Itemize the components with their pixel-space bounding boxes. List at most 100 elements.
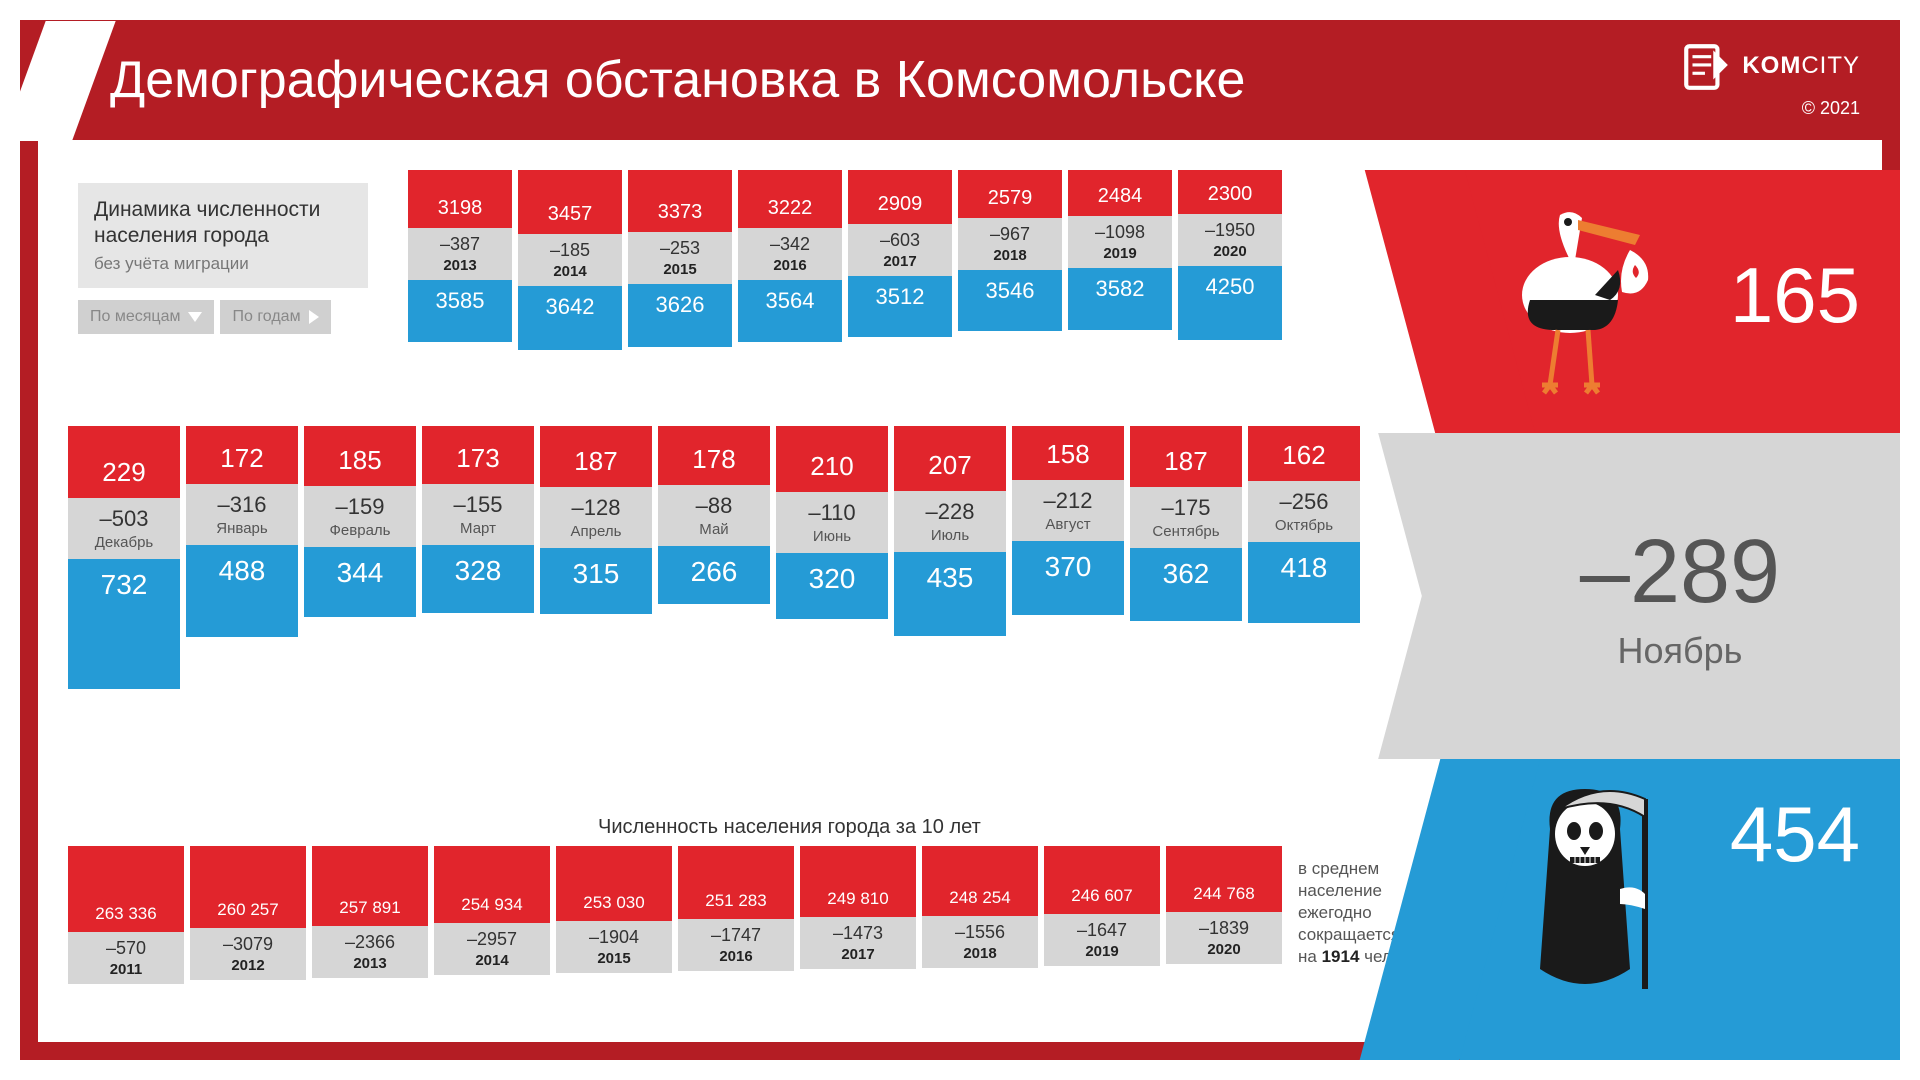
month-label: Июль	[894, 527, 1006, 552]
featured-deaths: 454	[1460, 759, 1900, 1060]
pop-diff: –1473	[800, 917, 916, 946]
pop-value: 254 934	[434, 846, 550, 923]
year-diff: –1950	[1178, 214, 1282, 243]
month-diff: –88	[658, 485, 770, 521]
month-births: 185	[304, 426, 416, 486]
month-column: 158–212Август370	[1012, 426, 1124, 689]
toggle-months-label: По месяцам	[90, 308, 180, 326]
avg-l1: в среднем	[1298, 859, 1379, 878]
pop-year: 2017	[800, 946, 916, 969]
pop-value: 249 810	[800, 846, 916, 917]
avg-l5b: 1914	[1322, 947, 1360, 966]
month-deaths: 315	[540, 548, 652, 614]
month-births: 162	[1248, 426, 1360, 481]
pop-year: 2019	[1044, 943, 1160, 966]
year-diff: –185	[518, 234, 622, 263]
year-label: 2019	[1068, 245, 1172, 268]
year-column: 2300–195020204250	[1178, 170, 1282, 350]
month-diff: –503	[68, 498, 180, 534]
pop-diff: –1556	[922, 916, 1038, 945]
month-column: 172–316Январь488	[186, 426, 298, 689]
month-label: Август	[1012, 516, 1124, 541]
months-chart: 229–503Декабрь732172–316Январь488185–159…	[68, 426, 1360, 689]
pop-column: 251 283–17472016	[678, 846, 794, 984]
month-deaths: 370	[1012, 541, 1124, 615]
year-deaths: 3546	[958, 270, 1062, 331]
pop-year: 2018	[922, 945, 1038, 968]
year-births: 2484	[1068, 170, 1172, 216]
month-deaths: 488	[186, 545, 298, 637]
month-diff: –155	[422, 484, 534, 520]
year-diff: –342	[738, 228, 842, 257]
years-chart: 3198–387201335853457–185201436423373–253…	[408, 170, 1282, 350]
month-label: Март	[422, 520, 534, 545]
month-births: 178	[658, 426, 770, 485]
featured-skew-mid1	[1378, 433, 1522, 596]
year-births: 2579	[958, 170, 1062, 218]
avg-l3: ежегодно	[1298, 903, 1372, 922]
month-label: Апрель	[540, 523, 652, 548]
featured-skew-mid2	[1378, 596, 1522, 759]
pop-year: 2012	[190, 957, 306, 980]
year-column: 2909–60320173512	[848, 170, 952, 350]
pop-diff: –1904	[556, 921, 672, 950]
pop-value: 248 254	[922, 846, 1038, 916]
month-column: 185–159Февраль344	[304, 426, 416, 689]
month-deaths: 418	[1248, 542, 1360, 623]
avg-l4: сокращается	[1298, 925, 1400, 944]
year-column: 3457–18520143642	[518, 170, 622, 350]
population-chart: 263 336–5702011260 257–30792012257 891–2…	[68, 846, 1282, 984]
pop-value: 246 607	[1044, 846, 1160, 914]
population-title: Численность населения города за 10 лет	[598, 816, 981, 839]
pop-column: 246 607–16472019	[1044, 846, 1160, 984]
logo-bold: KOM	[1742, 52, 1801, 79]
month-diff: –110	[776, 492, 888, 528]
year-deaths: 3585	[408, 280, 512, 342]
pop-column: 249 810–14732017	[800, 846, 916, 984]
logo-text: KOMCITY	[1742, 52, 1860, 80]
month-diff: –128	[540, 487, 652, 523]
pop-column: 248 254–15562018	[922, 846, 1038, 984]
year-column: 3198–38720133585	[408, 170, 512, 350]
pop-year: 2014	[434, 952, 550, 975]
year-column: 2579–96720183546	[958, 170, 1062, 350]
month-column: 187–128Апрель315	[540, 426, 652, 689]
copyright: © 2021	[1802, 98, 1860, 119]
year-deaths: 3564	[738, 280, 842, 342]
month-label: Май	[658, 521, 770, 546]
year-births: 3222	[738, 170, 842, 228]
month-deaths: 266	[658, 546, 770, 604]
month-diff: –212	[1012, 480, 1124, 516]
featured-births-value: 165	[1730, 250, 1860, 341]
toggle-months[interactable]: По месяцам	[78, 300, 214, 334]
month-deaths: 435	[894, 552, 1006, 636]
reaper-icon	[1490, 769, 1680, 1009]
year-births: 3373	[628, 170, 732, 232]
month-births: 187	[1130, 426, 1242, 487]
pop-diff: –3079	[190, 928, 306, 957]
month-deaths: 320	[776, 553, 888, 619]
month-label: Февраль	[304, 522, 416, 547]
year-label: 2016	[738, 257, 842, 280]
pop-year: 2011	[68, 961, 184, 984]
month-births: 210	[776, 426, 888, 492]
month-column: 187–175Сентябрь362	[1130, 426, 1242, 689]
year-diff: –387	[408, 228, 512, 257]
year-deaths: 3642	[518, 286, 622, 350]
featured-month: Ноябрь	[1618, 630, 1743, 672]
pop-diff: –2957	[434, 923, 550, 952]
month-column: 173–155Март328	[422, 426, 534, 689]
toggle-years[interactable]: По годам	[220, 300, 330, 334]
pop-year: 2013	[312, 955, 428, 978]
chevron-right-icon	[309, 310, 319, 324]
pop-column: 263 336–5702011	[68, 846, 184, 984]
year-label: 2013	[408, 257, 512, 280]
year-diff: –1098	[1068, 216, 1172, 245]
pop-value: 263 336	[68, 846, 184, 932]
month-diff: –256	[1248, 481, 1360, 517]
pop-value: 244 768	[1166, 846, 1282, 912]
featured-deaths-value: 454	[1730, 789, 1860, 880]
pop-year: 2020	[1166, 941, 1282, 964]
month-column: 207–228Июль435	[894, 426, 1006, 689]
komcity-logo-icon	[1680, 40, 1732, 92]
